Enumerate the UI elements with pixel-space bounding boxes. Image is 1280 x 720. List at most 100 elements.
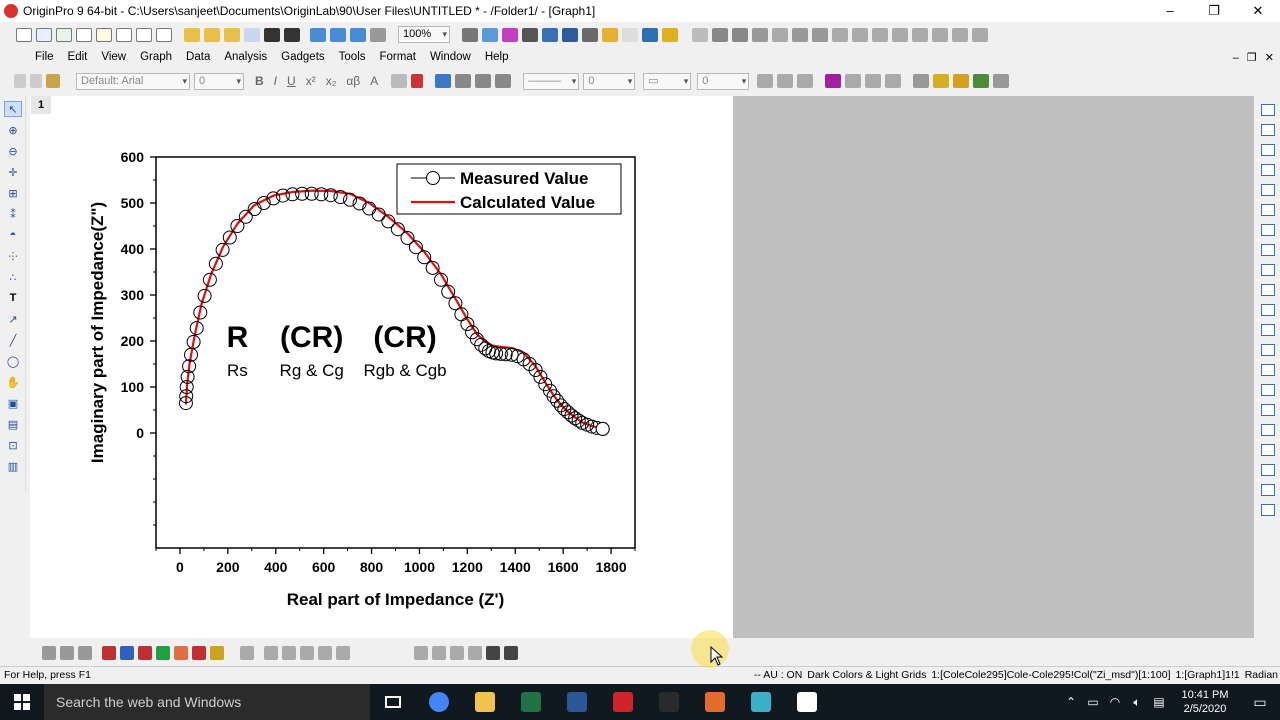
- grid-icon[interactable]: [777, 74, 793, 88]
- taskbar-app-app-orange[interactable]: [692, 684, 738, 720]
- set-size-icon[interactable]: [972, 28, 988, 42]
- object-tools-icon[interactable]: [953, 74, 969, 88]
- import-icon[interactable]: [310, 28, 326, 42]
- battery-icon[interactable]: ▭: [1082, 695, 1104, 709]
- arrange-layers-icon[interactable]: [1261, 404, 1275, 416]
- add-legend-icon[interactable]: [1261, 284, 1275, 296]
- new-graph-icon[interactable]: [76, 28, 92, 42]
- bold-button[interactable]: B: [250, 74, 269, 88]
- custom-routine-icon[interactable]: [642, 28, 658, 42]
- extract-layers-icon[interactable]: [1261, 204, 1275, 216]
- greek-button[interactable]: αβ: [341, 74, 365, 88]
- taskbar-clock[interactable]: 10:41 PM 2/5/2020: [1170, 688, 1240, 716]
- more-tools-icon[interactable]: [993, 74, 1009, 88]
- template-library-icon[interactable]: [210, 646, 224, 660]
- recent-books-icon[interactable]: [244, 28, 260, 42]
- line-symbol-plot-icon[interactable]: [78, 646, 92, 660]
- data-highlight-icon[interactable]: [662, 28, 678, 42]
- add-column-icon[interactable]: [692, 28, 708, 42]
- pattern-icon[interactable]: [455, 74, 471, 88]
- copy-icon[interactable]: [30, 74, 42, 88]
- new-workbook-icon[interactable]: [36, 28, 52, 42]
- font-select[interactable]: Default: Arial: [76, 73, 190, 90]
- new-function-icon[interactable]: [116, 28, 132, 42]
- menu-data[interactable]: Data: [179, 47, 217, 68]
- scatter-plot-icon[interactable]: [60, 646, 74, 660]
- script-window-icon[interactable]: [542, 28, 558, 42]
- timestamp-icon[interactable]: [1261, 324, 1275, 336]
- refresh-icon[interactable]: [482, 28, 498, 42]
- minimize-button[interactable]: –: [1148, 0, 1192, 22]
- rescale-y-icon[interactable]: [1261, 264, 1275, 276]
- font-color-icon[interactable]: [411, 74, 423, 88]
- 3d-wire-icon[interactable]: [300, 646, 314, 660]
- taskbar-app-word[interactable]: [554, 684, 600, 720]
- swap-mask-icon[interactable]: [504, 646, 518, 660]
- pie-chart-icon[interactable]: [174, 646, 188, 660]
- graph-page[interactable]: 0 200 400 600 800 1000 1200 1400 1600 1800 0 100 200…: [30, 96, 733, 638]
- statistics-icon[interactable]: [712, 28, 728, 42]
- data-reader-icon[interactable]: ⊞: [4, 185, 22, 201]
- filter-icon[interactable]: [832, 28, 848, 42]
- volume-icon[interactable]: 🔈︎: [1126, 695, 1148, 710]
- line-tool-icon[interactable]: ╱: [4, 332, 22, 348]
- set-x-icon[interactable]: [872, 28, 888, 42]
- text-tool-icon[interactable]: T: [4, 290, 22, 306]
- layer-indicator[interactable]: 1: [31, 96, 51, 114]
- child-close-button[interactable]: ✕: [1265, 51, 1274, 64]
- left-align-icon[interactable]: [391, 74, 407, 88]
- align-right-icon[interactable]: [1261, 484, 1275, 496]
- menu-view[interactable]: View: [94, 47, 133, 68]
- line-style-select[interactable]: ———: [523, 73, 579, 90]
- new-matrix-icon[interactable]: [96, 28, 112, 42]
- hide-mask-icon[interactable]: [486, 646, 500, 660]
- menu-analysis[interactable]: Analysis: [217, 47, 274, 68]
- italic-button[interactable]: I: [269, 74, 282, 88]
- open-icon[interactable]: [184, 28, 200, 42]
- cut-icon[interactable]: [14, 74, 26, 88]
- screen-reader-icon[interactable]: ✛: [4, 164, 22, 180]
- border-width-select[interactable]: 0: [697, 73, 749, 90]
- column-chart-icon[interactable]: [812, 28, 828, 42]
- 3d-plot-icon[interactable]: [240, 646, 254, 660]
- add-right-axis-icon[interactable]: [1261, 124, 1275, 136]
- data-selector-icon[interactable]: ⁑: [4, 206, 22, 222]
- fill-pattern-icon[interactable]: [757, 74, 773, 88]
- region-selector-icon[interactable]: ∴: [4, 269, 22, 285]
- menu-gadgets[interactable]: Gadgets: [274, 47, 331, 68]
- action-center-icon[interactable]: ▭: [1240, 694, 1280, 711]
- batch-process-icon[interactable]: [370, 28, 386, 42]
- open-template-icon[interactable]: [204, 28, 220, 42]
- zoom-select[interactable]: 100%: [398, 26, 450, 43]
- menu-tools[interactable]: Tools: [332, 47, 373, 68]
- add-layer-icon[interactable]: [1261, 104, 1275, 116]
- border-style-select[interactable]: ▭: [643, 73, 691, 90]
- print-icon[interactable]: [462, 28, 478, 42]
- origin-app-icon[interactable]: [4, 4, 18, 18]
- taskbar-app-excel[interactable]: [508, 684, 554, 720]
- area-plot-icon[interactable]: [156, 646, 170, 660]
- column-stats-icon[interactable]: [772, 28, 788, 42]
- taskbar-app-photos[interactable]: [646, 684, 692, 720]
- new-notes-icon[interactable]: [156, 28, 172, 42]
- import-ascii-icon[interactable]: [330, 28, 346, 42]
- child-minimize-button[interactable]: –: [1233, 52, 1239, 64]
- sort-icon[interactable]: [732, 28, 748, 42]
- bar-chart-icon[interactable]: [792, 28, 808, 42]
- paste-icon[interactable]: [46, 74, 60, 88]
- superscript-button[interactable]: x²: [301, 74, 321, 88]
- lock-icon[interactable]: [885, 74, 901, 88]
- arrange-icon[interactable]: [845, 74, 861, 88]
- column-plot-icon[interactable]: [102, 646, 116, 660]
- clear-filter-icon[interactable]: [852, 28, 868, 42]
- zoom-in-icon[interactable]: ⊕: [4, 122, 22, 138]
- command-window-icon[interactable]: [602, 28, 618, 42]
- align-top-icon[interactable]: [1261, 504, 1275, 516]
- rescale-icon[interactable]: [1261, 224, 1275, 236]
- save-template-icon[interactable]: [284, 28, 300, 42]
- fill-color-icon[interactable]: [435, 74, 451, 88]
- results-log-icon[interactable]: [562, 28, 578, 42]
- new-project-icon[interactable]: [16, 28, 32, 42]
- new-excel-icon[interactable]: [56, 28, 72, 42]
- mask-color-icon[interactable]: [468, 646, 482, 660]
